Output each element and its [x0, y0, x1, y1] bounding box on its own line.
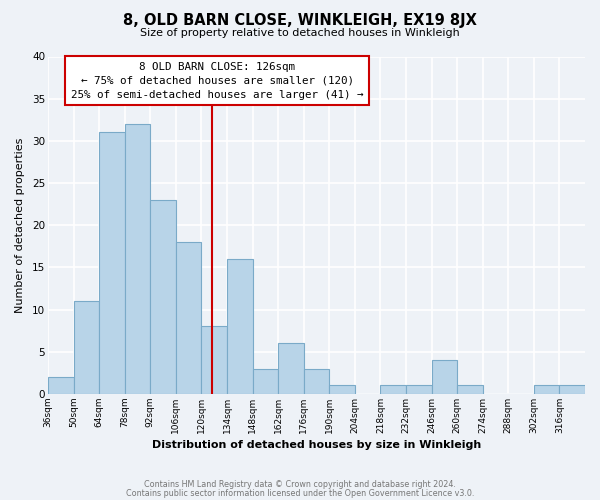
Bar	[431, 360, 457, 394]
Text: Size of property relative to detached houses in Winkleigh: Size of property relative to detached ho…	[140, 28, 460, 38]
Bar	[125, 124, 150, 394]
Bar	[304, 368, 329, 394]
Bar	[559, 386, 585, 394]
Bar	[457, 386, 483, 394]
Bar	[74, 301, 99, 394]
X-axis label: Distribution of detached houses by size in Winkleigh: Distribution of detached houses by size …	[152, 440, 481, 450]
Bar	[380, 386, 406, 394]
Bar	[329, 386, 355, 394]
Text: 8 OLD BARN CLOSE: 126sqm
← 75% of detached houses are smaller (120)
25% of semi-: 8 OLD BARN CLOSE: 126sqm ← 75% of detach…	[71, 62, 364, 100]
Bar	[227, 259, 253, 394]
Y-axis label: Number of detached properties: Number of detached properties	[15, 138, 25, 313]
Text: 8, OLD BARN CLOSE, WINKLEIGH, EX19 8JX: 8, OLD BARN CLOSE, WINKLEIGH, EX19 8JX	[123, 12, 477, 28]
Bar	[176, 242, 202, 394]
Text: Contains public sector information licensed under the Open Government Licence v3: Contains public sector information licen…	[126, 488, 474, 498]
Bar	[48, 377, 74, 394]
Bar	[150, 200, 176, 394]
Bar	[99, 132, 125, 394]
Bar	[202, 326, 227, 394]
Text: Contains HM Land Registry data © Crown copyright and database right 2024.: Contains HM Land Registry data © Crown c…	[144, 480, 456, 489]
Bar	[278, 344, 304, 394]
Bar	[253, 368, 278, 394]
Bar	[534, 386, 559, 394]
Bar	[406, 386, 431, 394]
